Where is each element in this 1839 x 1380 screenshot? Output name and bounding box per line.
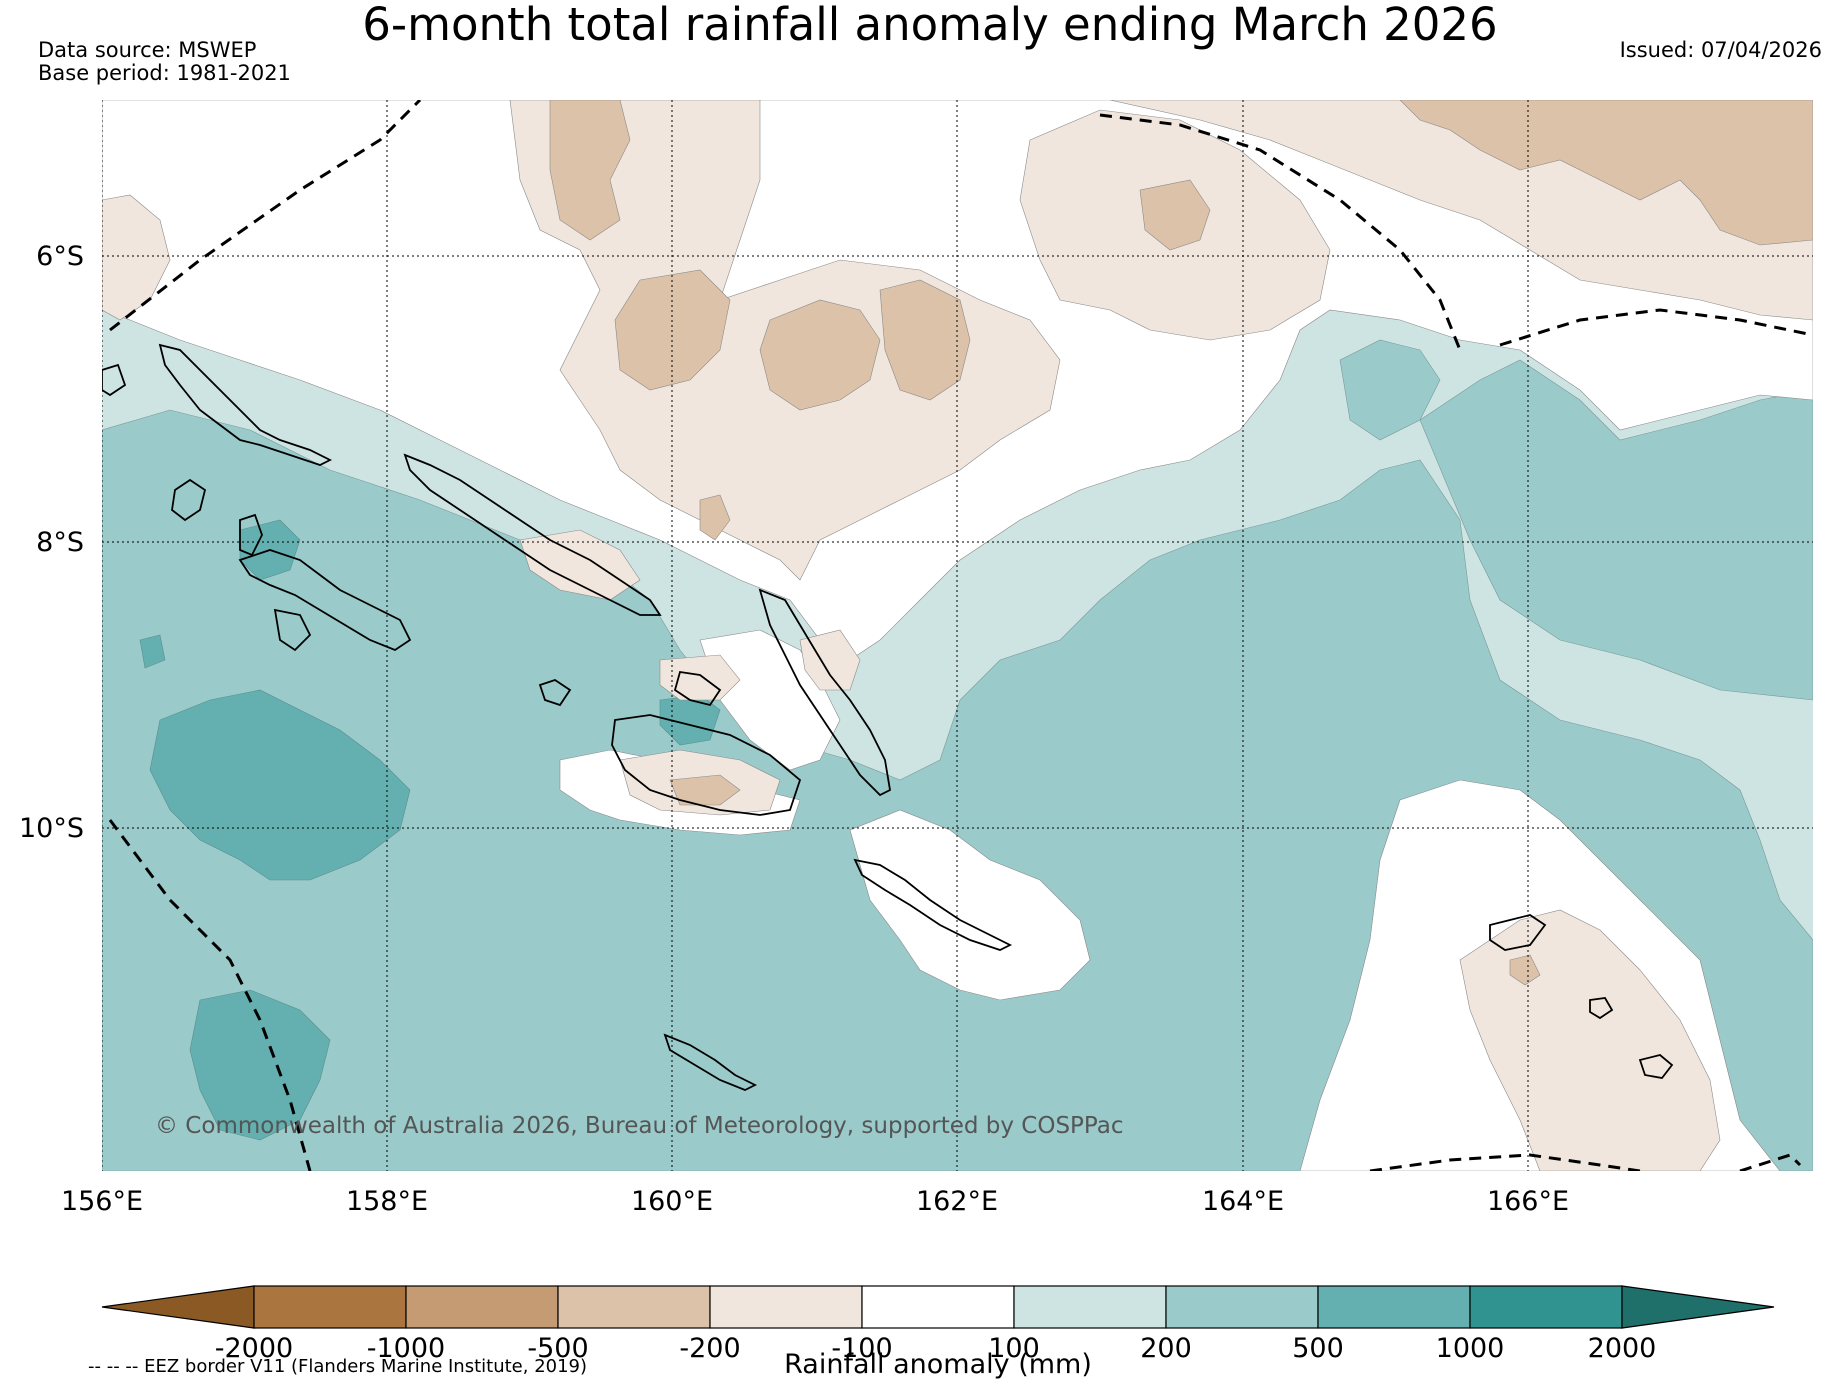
cbar-tick-minus-1000: -1000 <box>367 1333 445 1364</box>
guadalcanal-island <box>611 714 802 816</box>
vanikoro-island <box>1589 997 1614 1020</box>
cbar-tick-2000: 2000 <box>1588 1333 1657 1364</box>
russell-islands <box>538 679 572 707</box>
copyright-notice: © Commonwealth of Australia 2026, Bureau… <box>155 1113 1124 1139</box>
santa-isabel-island <box>403 453 662 616</box>
santa-cruz-island <box>1489 914 1547 951</box>
colorbar <box>101 1285 1775 1329</box>
colorbar-extend-low <box>101 1285 255 1329</box>
makira-island <box>853 858 1013 951</box>
eez-borders <box>108 100 1813 1171</box>
florida-islands <box>673 670 722 707</box>
eez-footnote: -- -- -- EEZ border V11 (Flanders Marine… <box>88 1356 587 1377</box>
colorbar-tick-labels: -2000 -1000 -500 -200 -100 100 200 500 1… <box>215 1333 1657 1364</box>
lon-tick-164e: 164°E <box>1202 1186 1284 1217</box>
cbar-tick-minus-500: -500 <box>527 1333 588 1364</box>
tikopia-island <box>1638 1054 1674 1079</box>
colorbar-label: Rainfall anomaly (mm) <box>784 1349 1092 1380</box>
cbar-tick-minus-100: -100 <box>831 1333 892 1364</box>
colorbar-extend-high <box>1621 1285 1775 1329</box>
map-panel: © Commonwealth of Australia 2026, Bureau… <box>102 100 1813 1171</box>
bougainville-tip <box>102 363 127 397</box>
cbar-tick-100: 100 <box>988 1333 1040 1364</box>
graticule <box>102 100 1813 1171</box>
colorbar-swatch-2 <box>405 1285 559 1329</box>
cbar-tick-200: 200 <box>1140 1333 1192 1364</box>
lat-tick-8s: 8°S <box>36 527 84 558</box>
colorbar-swatch-9 <box>1469 1285 1623 1329</box>
vella-lavella-island <box>239 513 263 557</box>
lat-tick-labels: 6°S 8°S 10°S <box>19 241 84 844</box>
malaita-island <box>758 588 891 797</box>
cbar-tick-1000: 1000 <box>1436 1333 1505 1364</box>
base-period-label: Base period: 1981-2021 <box>38 61 291 85</box>
lon-tick-156e: 156°E <box>61 1186 143 1217</box>
cbar-tick-minus-200: -200 <box>679 1333 740 1364</box>
rennell-island <box>663 1033 758 1091</box>
lat-tick-6s: 6°S <box>36 241 84 272</box>
new-georgia-islands <box>238 549 412 652</box>
colorbar-swatch-6 <box>1013 1285 1167 1329</box>
colorbar-swatch-7 <box>1165 1285 1319 1329</box>
ranongga-island <box>171 478 207 522</box>
colorbar-swatch-4 <box>709 1285 863 1329</box>
map-title: 6-month total rainfall anomaly ending Ma… <box>362 0 1497 51</box>
colorbar-swatch-8 <box>1317 1285 1471 1329</box>
issued-date-label: Issued: 07/04/2026 <box>1620 38 1822 62</box>
rendova-island <box>273 608 312 652</box>
lon-tick-160e: 160°E <box>631 1186 713 1217</box>
lat-tick-10s: 10°S <box>19 813 84 844</box>
anomaly-500-1000-fill <box>139 519 961 1141</box>
data-source-label: Data source: MSWEP <box>38 38 256 62</box>
colorbar-swatch-5 <box>861 1285 1015 1329</box>
cbar-tick-minus-2000: -2000 <box>215 1333 293 1364</box>
lon-tick-162e: 162°E <box>916 1186 998 1217</box>
choiseul-island <box>158 343 333 466</box>
lon-tick-labels: 156°E 158°E 160°E 162°E 164°E 166°E <box>61 1186 1569 1217</box>
colorbar-swatch-3 <box>557 1285 711 1329</box>
cbar-tick-500: 500 <box>1292 1333 1344 1364</box>
island-coastlines <box>102 343 1674 1091</box>
lon-tick-158e: 158°E <box>346 1186 428 1217</box>
lon-tick-166e: 166°E <box>1487 1186 1569 1217</box>
colorbar-swatch-1 <box>253 1285 407 1329</box>
